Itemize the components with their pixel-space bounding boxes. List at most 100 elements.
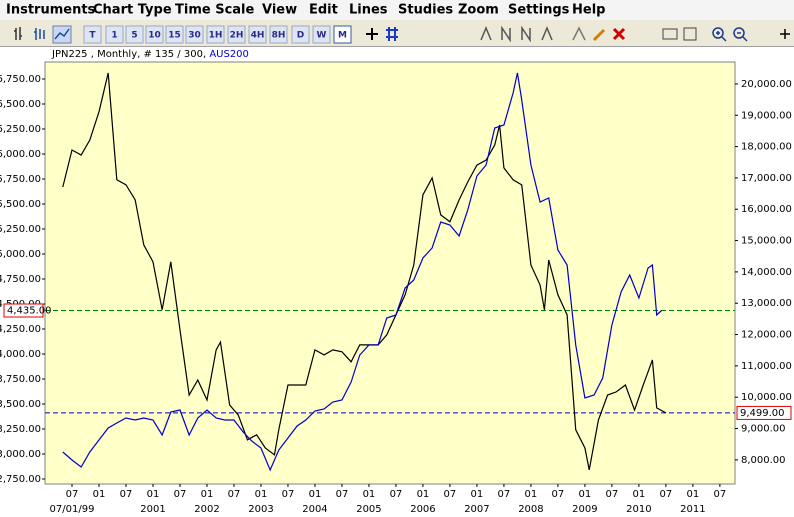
menu-item[interactable]: Settings xyxy=(508,3,570,18)
x-tick-label: 07 xyxy=(336,489,349,500)
x-year-label: 2011 xyxy=(680,504,705,515)
y-tick-label: 3,250.00 xyxy=(0,424,41,435)
price-marker xyxy=(3,303,44,318)
candle-icon[interactable] xyxy=(34,28,45,40)
y2-tick-label: 12,000.00 xyxy=(741,330,792,341)
delete-icon[interactable] xyxy=(612,27,626,41)
timeframe-button[interactable] xyxy=(185,25,204,44)
grid-icon[interactable] xyxy=(386,27,398,41)
x-tick-label: 01 xyxy=(579,489,592,500)
y2-tick-label: 11,000.00 xyxy=(741,361,792,372)
y2-tick-label: 17,000.00 xyxy=(741,173,792,184)
menu-item[interactable]: Edit xyxy=(309,3,338,18)
y2-tick-label: 19,000.00 xyxy=(741,110,792,121)
x-tick-label: 07 xyxy=(444,489,457,500)
y-tick-label: 4,000.00 xyxy=(0,349,41,360)
y2-tick-label: 20,000.00 xyxy=(741,79,792,90)
menu-bar xyxy=(0,0,794,20)
x-tick-label: 01 xyxy=(687,489,700,500)
x-tick-label: 07 xyxy=(498,489,511,500)
x-tick-label: 07 xyxy=(66,489,79,500)
zoom-in-icon[interactable] xyxy=(712,27,724,39)
toolbar-icons xyxy=(14,25,790,44)
y2-tick-label: 16,000.00 xyxy=(741,204,792,215)
timeframe-label: 8H xyxy=(272,31,286,41)
timeframe-button[interactable] xyxy=(145,25,164,44)
zoom-out-icon[interactable] xyxy=(733,27,745,39)
x-year-label: 2004 xyxy=(302,504,327,515)
timeframe-label: 5 xyxy=(131,31,137,41)
timeframe-button[interactable] xyxy=(125,25,144,44)
menu-item[interactable]: Studies xyxy=(398,3,453,18)
timeframe-button[interactable] xyxy=(269,25,288,44)
y-tick-label: 6,000.00 xyxy=(0,149,41,160)
save-icon[interactable] xyxy=(683,27,697,41)
y-tick-label: 3,000.00 xyxy=(0,449,41,460)
chart-header: JPN225 , Monthly, # 135 / 300, AUS200 xyxy=(51,49,249,60)
timeframe-label: 30 xyxy=(188,31,201,41)
timeframe-label: M xyxy=(338,31,347,41)
timeframe-label: D xyxy=(297,31,304,41)
menu-item[interactable]: Help xyxy=(572,3,605,18)
x-tick-label: 07 xyxy=(174,489,187,500)
legend-entry: AUS200 xyxy=(209,49,249,60)
timeframe-label: 2H xyxy=(230,31,244,41)
y-tick-label: 3,750.00 xyxy=(0,374,41,385)
y2-tick-label: 18,000.00 xyxy=(741,142,792,153)
timeframe-button[interactable] xyxy=(206,25,225,44)
plot-area xyxy=(44,61,736,485)
menu-item[interactable]: View xyxy=(262,3,297,18)
timeframe-button[interactable] xyxy=(105,25,124,44)
price-marker-label: 9,499.00 xyxy=(740,408,785,419)
x-tick-label: 01 xyxy=(525,489,538,500)
x-tick-label: 01 xyxy=(633,489,646,500)
y2-tick-label: 15,000.00 xyxy=(741,236,792,247)
line-tools[interactable] xyxy=(480,25,553,43)
y-tick-label: 4,750.00 xyxy=(0,274,41,285)
timeframe-button[interactable] xyxy=(291,25,310,44)
y-tick-label: 5,000.00 xyxy=(0,249,41,260)
timeframe-button[interactable] xyxy=(227,25,246,44)
timeframe-label: 10 xyxy=(148,31,161,41)
y2-tick-label: 13,000.00 xyxy=(741,298,792,309)
menu-item[interactable]: Zoom xyxy=(458,3,499,18)
bar-chart-icon[interactable] xyxy=(14,27,22,40)
timeframe-button[interactable] xyxy=(312,25,331,44)
x-year-label: 2003 xyxy=(248,504,273,515)
timeframe-button[interactable] xyxy=(165,25,184,44)
y-tick-label: 6,500.00 xyxy=(0,99,41,110)
x-year-label: 2001 xyxy=(140,504,165,515)
y2-tick-label: 14,000.00 xyxy=(741,267,792,278)
menu-item[interactable]: Time Scale xyxy=(175,3,255,18)
y-tick-label: 2,750.00 xyxy=(0,474,41,485)
timeframe-label: W xyxy=(317,31,327,41)
y-tick-label: 6,750.00 xyxy=(0,74,41,85)
timeframe-button[interactable] xyxy=(83,25,102,44)
fib-icon[interactable] xyxy=(572,26,586,41)
y-tick-label: 5,250.00 xyxy=(0,224,41,235)
x-year-label: 07/01/99 xyxy=(50,504,95,515)
add-icon[interactable] xyxy=(780,29,790,39)
x-tick-label: 01 xyxy=(417,489,430,500)
price-marker xyxy=(736,405,792,420)
y2-tick-label: 9,000.00 xyxy=(741,424,786,435)
x-year-label: 2005 xyxy=(356,504,381,515)
menu-item[interactable]: Chart Type xyxy=(93,3,172,18)
menu-item[interactable]: Instruments xyxy=(6,3,96,18)
crosshair-icon[interactable] xyxy=(366,28,378,40)
x-tick-label: 07 xyxy=(606,489,619,500)
x-tick-label: 01 xyxy=(255,489,268,500)
menu-item[interactable]: Lines xyxy=(349,3,388,18)
timeframe-button[interactable] xyxy=(333,25,352,44)
x-tick-label: 07 xyxy=(390,489,403,500)
x-year-label: 2006 xyxy=(410,504,435,515)
print-icon[interactable] xyxy=(662,28,678,40)
x-tick-label: 07 xyxy=(552,489,565,500)
timeframe-label: 1H xyxy=(209,31,223,41)
series-line xyxy=(62,72,662,472)
timeframe-button[interactable] xyxy=(248,25,267,44)
y2-tick-label: 10,000.00 xyxy=(741,392,792,403)
pencil-icon[interactable] xyxy=(592,28,606,42)
y2-tick-label: 8,000.00 xyxy=(741,455,786,466)
